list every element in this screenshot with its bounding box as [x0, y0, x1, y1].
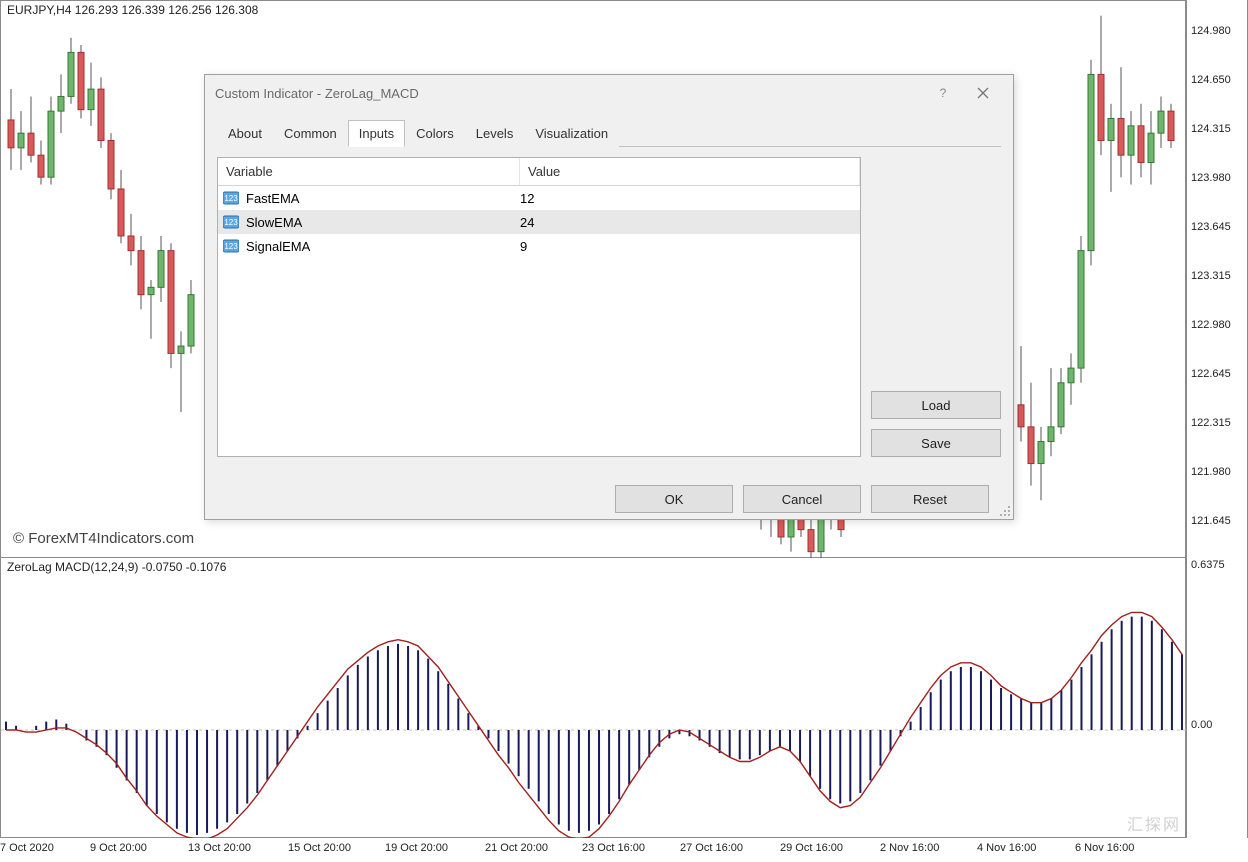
indicator-tick: 0.6375 [1191, 559, 1225, 571]
price-tick: 121.645 [1191, 515, 1231, 527]
price-tick: 124.980 [1191, 25, 1231, 37]
corner-watermark: 汇探网 [1127, 811, 1181, 835]
tab-common[interactable]: Common [273, 120, 348, 147]
time-tick: 4 Nov 16:00 [977, 842, 1036, 854]
tab-colors[interactable]: Colors [405, 120, 465, 147]
time-tick: 29 Oct 16:00 [780, 842, 843, 854]
side-buttons: Load Save [871, 157, 1001, 457]
bottom-buttons: OK Cancel Reset [217, 485, 1001, 513]
resize-grip-icon[interactable] [997, 503, 1011, 517]
column-value[interactable]: Value [520, 158, 860, 185]
grid-header: Variable Value [218, 158, 860, 186]
price-tick: 123.645 [1191, 221, 1231, 233]
price-tick: 124.650 [1191, 74, 1231, 86]
dialog-title: Custom Indicator - ZeroLag_MACD [215, 86, 923, 101]
load-button[interactable]: Load [871, 391, 1001, 419]
time-tick: 19 Oct 20:00 [385, 842, 448, 854]
price-tick: 123.315 [1191, 270, 1231, 282]
input-row-signalema[interactable]: 123 SignalEMA9 [218, 234, 860, 258]
ok-button[interactable]: OK [615, 485, 733, 513]
time-tick: 6 Nov 16:00 [1075, 842, 1134, 854]
column-variable[interactable]: Variable [218, 158, 520, 185]
price-tick: 124.315 [1191, 123, 1231, 135]
time-tick: 9 Oct 20:00 [90, 842, 147, 854]
chart-symbol-header: EURJPY,H4 126.293 126.339 126.256 126.30… [7, 3, 258, 17]
close-icon [977, 87, 989, 99]
indicator-panel[interactable]: ZeroLag MACD(12,24,9) -0.0750 -0.1076 汇探… [0, 558, 1186, 838]
input-variable: SlowEMA [244, 215, 518, 230]
price-tick: 122.980 [1191, 319, 1231, 331]
tab-inputs[interactable]: Inputs [348, 120, 405, 147]
input-row-slowema[interactable]: 123 SlowEMA24 [218, 210, 860, 234]
dialog-body: AboutCommonInputsColorsLevelsVisualizati… [205, 111, 1013, 521]
price-axis: 124.980 124.650 124.315 123.980 123.645 123.3… [1186, 0, 1248, 558]
save-button[interactable]: Save [871, 429, 1001, 457]
input-row-fastema[interactable]: 123 FastEMA12 [218, 186, 860, 210]
indicator-tick: 0.00 [1191, 719, 1212, 731]
price-tick: 122.315 [1191, 417, 1231, 429]
time-tick: 27 Oct 16:00 [680, 842, 743, 854]
help-button[interactable]: ? [923, 79, 963, 107]
time-tick: 13 Oct 20:00 [188, 842, 251, 854]
indicator-axis: 0.6375 0.00 [1186, 558, 1248, 838]
svg-text:123: 123 [224, 194, 238, 203]
tab-strip: AboutCommonInputsColorsLevelsVisualizati… [217, 119, 1001, 147]
input-value[interactable]: 24 [518, 215, 860, 230]
tab-levels[interactable]: Levels [465, 120, 525, 147]
price-tick: 123.980 [1191, 172, 1231, 184]
integer-icon: 123 [222, 190, 240, 206]
indicator-canvas [1, 558, 1187, 838]
close-button[interactable] [963, 79, 1003, 107]
time-tick: 15 Oct 20:00 [288, 842, 351, 854]
time-tick: 21 Oct 20:00 [485, 842, 548, 854]
input-variable: SignalEMA [244, 239, 518, 254]
dialog-titlebar[interactable]: Custom Indicator - ZeroLag_MACD ? [205, 75, 1013, 111]
watermark-text: © ForexMT4Indicators.com [13, 530, 194, 547]
indicator-properties-dialog[interactable]: Custom Indicator - ZeroLag_MACD ? AboutC… [204, 74, 1014, 520]
tab-about[interactable]: About [217, 120, 273, 147]
inputs-grid[interactable]: Variable Value 123FastEMA12123SlowEMA241… [217, 157, 861, 457]
integer-icon: 123 [222, 214, 240, 230]
time-tick: 7 Oct 2020 [0, 842, 54, 854]
input-value[interactable]: 12 [518, 191, 860, 206]
price-tick: 122.645 [1191, 368, 1231, 380]
input-value[interactable]: 9 [518, 239, 860, 254]
indicator-header: ZeroLag MACD(12,24,9) -0.0750 -0.1076 [7, 560, 226, 574]
price-tick: 121.980 [1191, 466, 1231, 478]
time-tick: 23 Oct 16:00 [582, 842, 645, 854]
cancel-button[interactable]: Cancel [743, 485, 861, 513]
svg-text:123: 123 [224, 242, 238, 251]
input-variable: FastEMA [244, 191, 518, 206]
reset-button[interactable]: Reset [871, 485, 989, 513]
tab-visualization[interactable]: Visualization [524, 120, 619, 147]
time-axis: 7 Oct 2020 9 Oct 20:00 13 Oct 20:00 15 Oct … [0, 838, 1248, 862]
time-tick: 2 Nov 16:00 [880, 842, 939, 854]
integer-icon: 123 [222, 238, 240, 254]
svg-text:123: 123 [224, 218, 238, 227]
